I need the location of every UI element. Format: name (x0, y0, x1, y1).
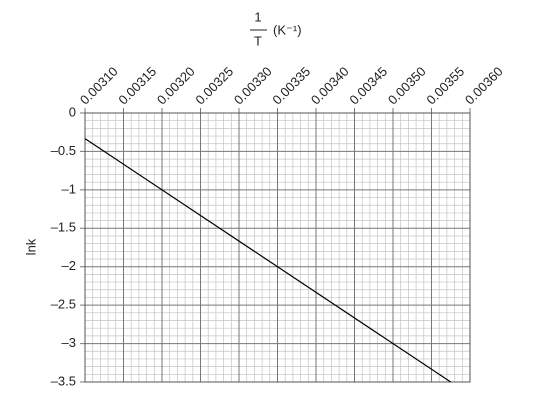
plot-frame (84, 112, 471, 383)
y-tick-label: –3 (62, 335, 76, 350)
x-tick-label: 0.00345 (346, 64, 390, 108)
x-tick-label: 0.00350 (385, 64, 429, 108)
x-label-numerator: 1 (254, 9, 261, 24)
y-tick-label: 0 (69, 104, 76, 119)
y-tick-label: –2.5 (51, 297, 76, 312)
x-tick-label: 0.00335 (269, 64, 313, 108)
x-label-denominator: T (254, 33, 262, 48)
x-tick-label: 0.00325 (192, 64, 236, 108)
data-line (84, 138, 452, 383)
x-label-unit: (K⁻¹) (273, 22, 302, 37)
x-tick-label: 0.00310 (77, 64, 121, 108)
y-tick-label: –0.5 (51, 143, 76, 158)
y-label: lnk (23, 238, 38, 255)
x-tick-label: 0.00315 (115, 64, 159, 108)
x-tick-label: 0.00340 (308, 64, 352, 108)
x-tick-label: 0.00330 (231, 64, 275, 108)
y-tick-label: –1.5 (51, 220, 76, 235)
x-tick-label: 0.00355 (423, 64, 467, 108)
y-tick-label: –3.5 (51, 373, 76, 388)
x-tick-label: 0.00360 (462, 64, 506, 108)
x-tick-label: 0.00320 (154, 64, 198, 108)
y-tick-label: –2 (62, 258, 76, 273)
y-tick-label: –1 (62, 181, 76, 196)
